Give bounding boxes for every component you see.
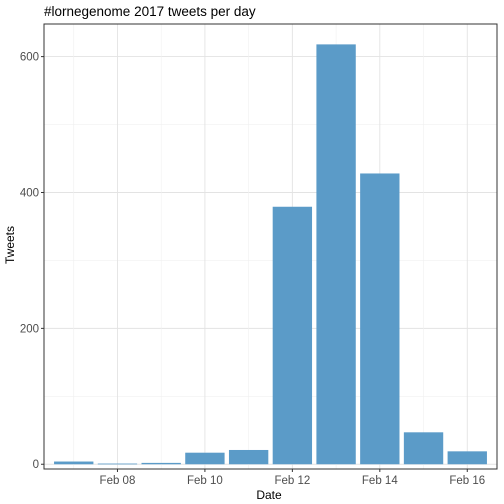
bar-feb-13 [316,44,356,465]
bar-feb-10 [185,452,225,465]
y-tick-label: 200 [20,323,39,335]
x-tick-label: Feb 12 [274,475,310,487]
chart-title: #lornegenome 2017 tweets per day [44,4,256,19]
bar-feb-08 [97,463,138,465]
bar-feb-09 [141,462,181,465]
x-tick-label: Feb 08 [100,475,136,487]
x-axis-title: Date [256,488,282,502]
x-tick-label: Feb 16 [449,475,485,487]
bar-feb-14 [360,173,400,465]
bar-feb-15 [403,432,444,465]
plot-frame [43,23,498,470]
bar-feb-11 [228,449,269,465]
bar-feb-16 [447,451,487,465]
bar-feb-07 [54,461,94,465]
y-axis-title: Tweets [3,226,17,264]
bar-feb-12 [272,206,313,465]
x-tick-label: Feb 14 [362,475,398,487]
ticks: 0 200 400 600 Feb 08 Feb 10 Feb 12 Feb 14 Feb 16 [20,52,485,487]
y-tick-label: 600 [20,52,39,64]
bars [54,44,487,465]
x-tick-label: Feb 10 [187,475,223,487]
gridlines [44,24,497,469]
y-tick-label: 0 [33,459,39,471]
y-tick-label: 400 [20,187,39,199]
